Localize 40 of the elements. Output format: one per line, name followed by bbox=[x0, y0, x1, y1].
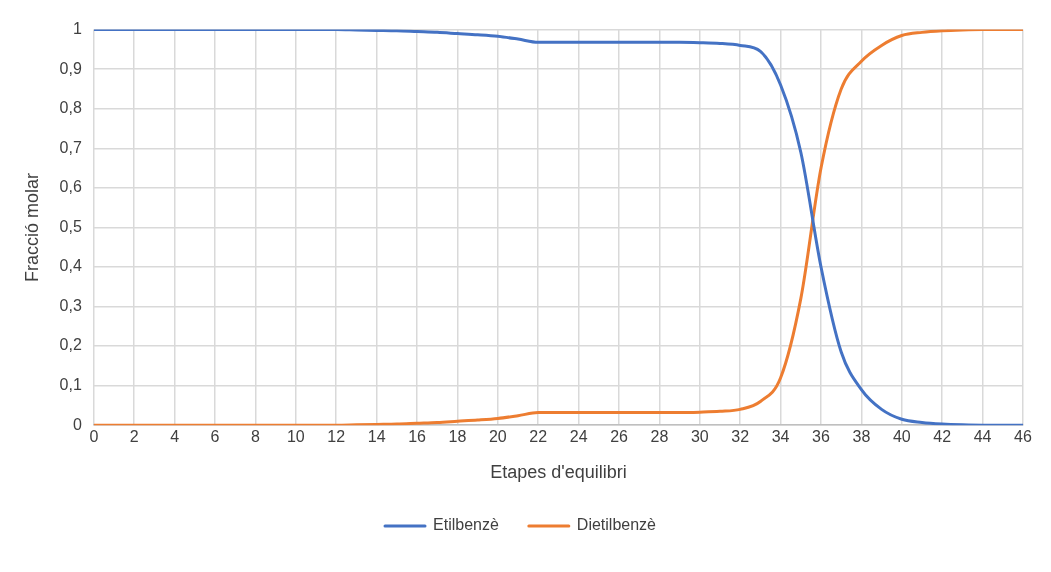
x-axis-title: Etapes d'equilibri bbox=[490, 462, 627, 483]
y-tick-label: 0,3 bbox=[59, 296, 82, 314]
y-tick-label: 0,1 bbox=[59, 376, 82, 394]
x-tick-label: 38 bbox=[852, 428, 871, 446]
x-tick-label: 46 bbox=[1014, 428, 1032, 446]
y-tick-label: 1 bbox=[72, 20, 82, 38]
x-tick-label: 2 bbox=[129, 428, 139, 446]
x-tick-label: 0 bbox=[89, 428, 99, 446]
y-tick-label: 0,5 bbox=[59, 217, 82, 235]
y-tick-label: 0,8 bbox=[59, 99, 82, 117]
y-tick-label: 0,9 bbox=[59, 59, 82, 77]
x-tick-label: 4 bbox=[170, 428, 180, 446]
x-tick-label: 18 bbox=[448, 428, 467, 446]
y-tick-label: 0,2 bbox=[59, 336, 82, 354]
y-tick-label: 0 bbox=[72, 415, 82, 433]
y-tick-label: 0,4 bbox=[59, 257, 82, 275]
x-tick-label: 12 bbox=[327, 428, 346, 446]
x-tick-label: 16 bbox=[408, 428, 427, 446]
x-tick-label: 6 bbox=[210, 428, 220, 446]
x-tick-label: 10 bbox=[286, 428, 305, 446]
y-tick-label: 0,7 bbox=[59, 138, 82, 156]
x-tick-label: 22 bbox=[529, 428, 548, 446]
x-tick-label: 20 bbox=[488, 428, 507, 446]
y-tick-label: 0,6 bbox=[59, 178, 82, 196]
x-tick-label: 44 bbox=[973, 428, 992, 446]
x-tick-label: 34 bbox=[771, 428, 790, 446]
legend-label: Dietilbenzè bbox=[576, 516, 657, 534]
x-tick-label: 24 bbox=[569, 428, 588, 446]
x-tick-label: 8 bbox=[250, 428, 260, 446]
x-tick-label: 40 bbox=[892, 428, 911, 446]
x-tick-label: 28 bbox=[650, 428, 669, 446]
legend-label: Etilbenzè bbox=[433, 516, 499, 534]
line-series bbox=[93, 29, 1023, 426]
y-axis-title: Fracció molar bbox=[21, 172, 42, 282]
x-tick-label: 30 bbox=[690, 428, 709, 446]
x-tick-label: 14 bbox=[367, 428, 386, 446]
x-tick-label: 26 bbox=[610, 428, 629, 446]
x-tick-label: 42 bbox=[933, 428, 952, 446]
x-tick-label: 32 bbox=[731, 428, 750, 446]
x-tick-label: 36 bbox=[812, 428, 831, 446]
